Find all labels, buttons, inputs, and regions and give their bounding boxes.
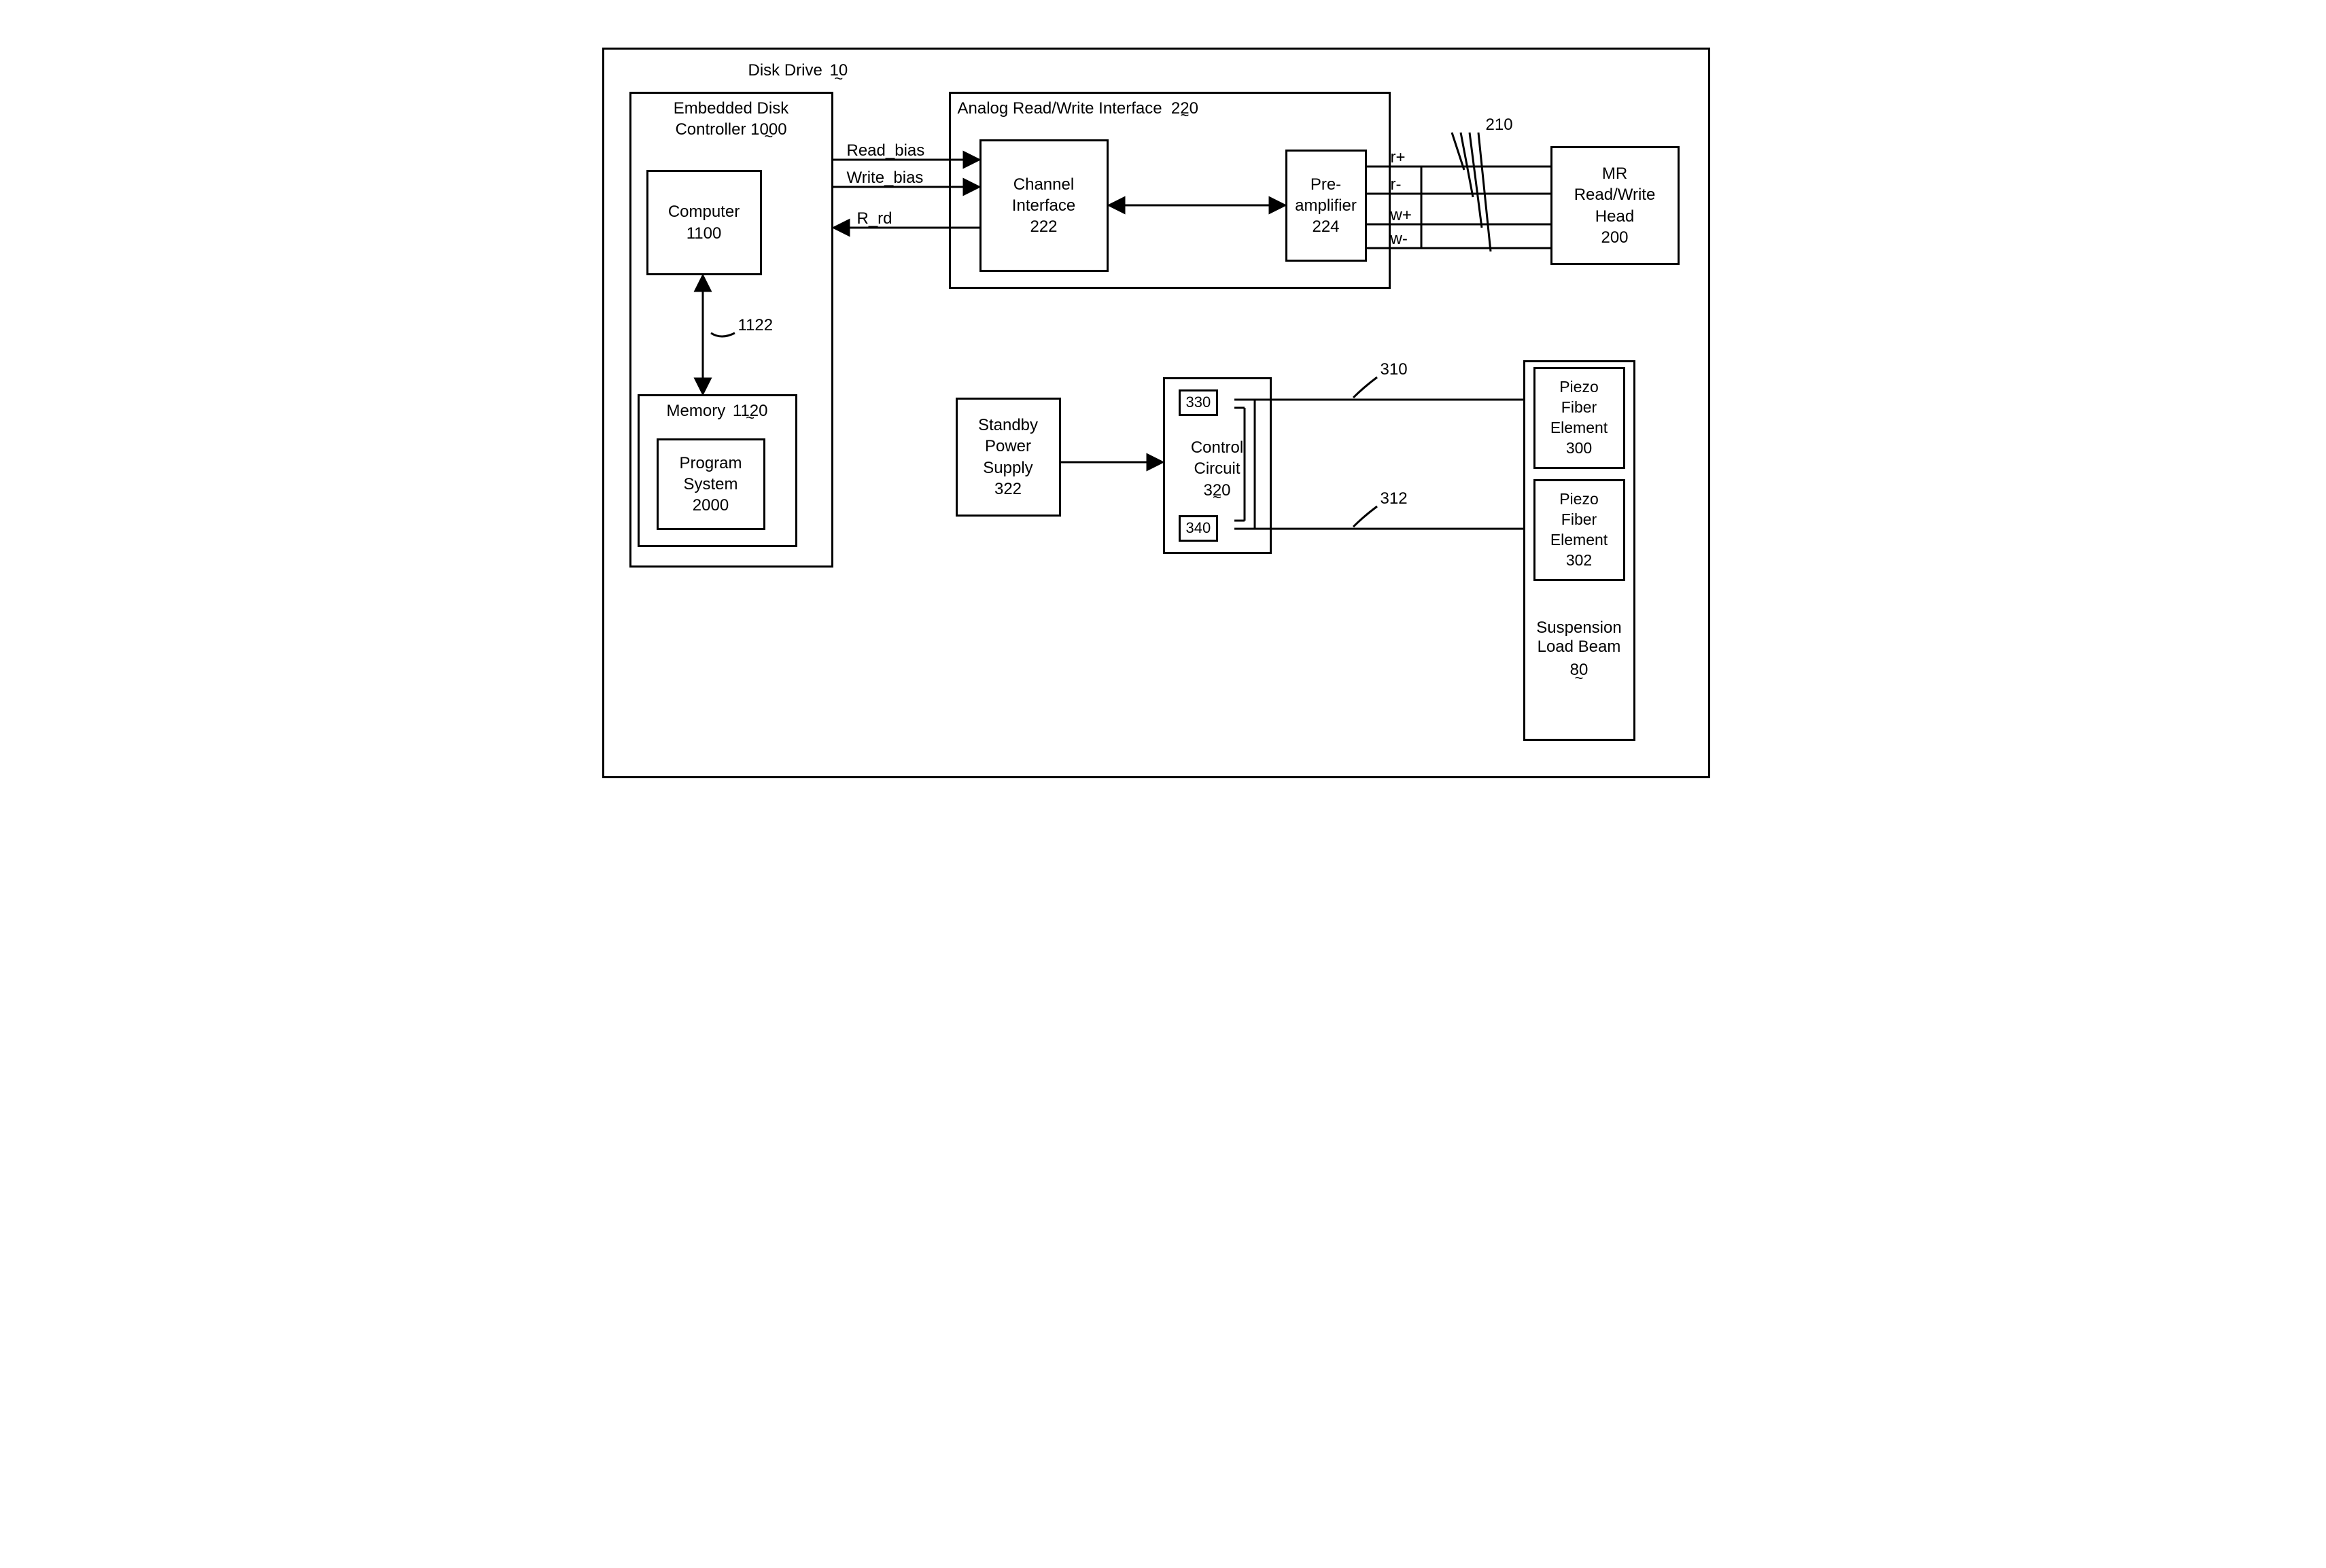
piezo1-block: Piezo Fiber Element 300 — [1533, 367, 1625, 469]
piezo1-ref: 300 — [1566, 438, 1592, 459]
piezo2-ref: 302 — [1566, 551, 1592, 571]
box-330: 330 — [1179, 389, 1219, 416]
callout-210: 210 — [1486, 116, 1513, 135]
rp-label: r+ — [1391, 148, 1406, 167]
diagram-canvas: Disk Drive 10 ~ Embedded Disk Controller… — [582, 27, 1745, 811]
wm-label: w- — [1391, 230, 1408, 249]
box-340: 340 — [1179, 515, 1219, 542]
preamp-block: Pre- amplifier 224 — [1285, 150, 1367, 262]
standby-block: Standby Power Supply 322 — [956, 398, 1061, 517]
suspension-label-text: Suspension Load Beam — [1530, 619, 1629, 657]
title-text: Disk Drive — [748, 61, 822, 80]
preamp-ref: 224 — [1312, 216, 1339, 237]
piezo2-block: Piezo Fiber Element 302 — [1533, 479, 1625, 581]
embedded-controller-label: Embedded Disk Controller 1000~ — [674, 98, 788, 140]
wp-label: w+ — [1391, 206, 1412, 225]
mr-head-label: MR Read/Write Head — [1574, 163, 1656, 227]
program-ref: 2000 — [693, 495, 729, 516]
mr-head-block: MR Read/Write Head 200 — [1550, 146, 1680, 265]
callout-310: 310 — [1381, 360, 1408, 379]
memory-label: Memory 1120 ~ — [667, 400, 768, 421]
analog-rw-label: Analog Read/Write Interface 220 ~ — [958, 98, 1198, 119]
computer-block: Computer 1100 — [646, 170, 762, 275]
control-circuit-label: Control Circuit — [1191, 437, 1243, 479]
channel-if-block: Channel Interface 222 — [979, 139, 1109, 272]
write-bias-label: Write_bias — [847, 169, 924, 188]
standby-label: Standby Power Supply — [978, 415, 1038, 478]
title: Disk Drive 10 ~ — [748, 61, 848, 80]
channel-if-ref: 222 — [1030, 216, 1057, 237]
standby-ref: 322 — [994, 478, 1022, 500]
piezo2-label: Piezo Fiber Element — [1550, 489, 1608, 551]
program-block: Program System 2000 — [657, 438, 765, 530]
preamp-label: Pre- amplifier — [1295, 174, 1357, 216]
callout-312: 312 — [1381, 489, 1408, 508]
control-circuit-ref: 320 ~ — [1203, 480, 1230, 501]
computer-ref: 1100 — [687, 223, 722, 244]
suspension-label: Suspension Load Beam 80 ~ — [1530, 619, 1629, 680]
computer-label: Computer — [668, 201, 740, 222]
callout-1122: 1122 — [738, 316, 774, 335]
mr-head-ref: 200 — [1601, 227, 1628, 248]
read-bias-label: Read_bias — [847, 141, 925, 160]
control-circuit-block: 330 Control Circuit 320 ~ 340 — [1163, 377, 1272, 554]
channel-if-label: Channel Interface — [1012, 174, 1075, 216]
piezo1-label: Piezo Fiber Element — [1550, 377, 1608, 438]
r-rd-label: R_rd — [857, 209, 892, 228]
program-label: Program System — [679, 453, 742, 495]
rm-label: r- — [1391, 175, 1402, 194]
